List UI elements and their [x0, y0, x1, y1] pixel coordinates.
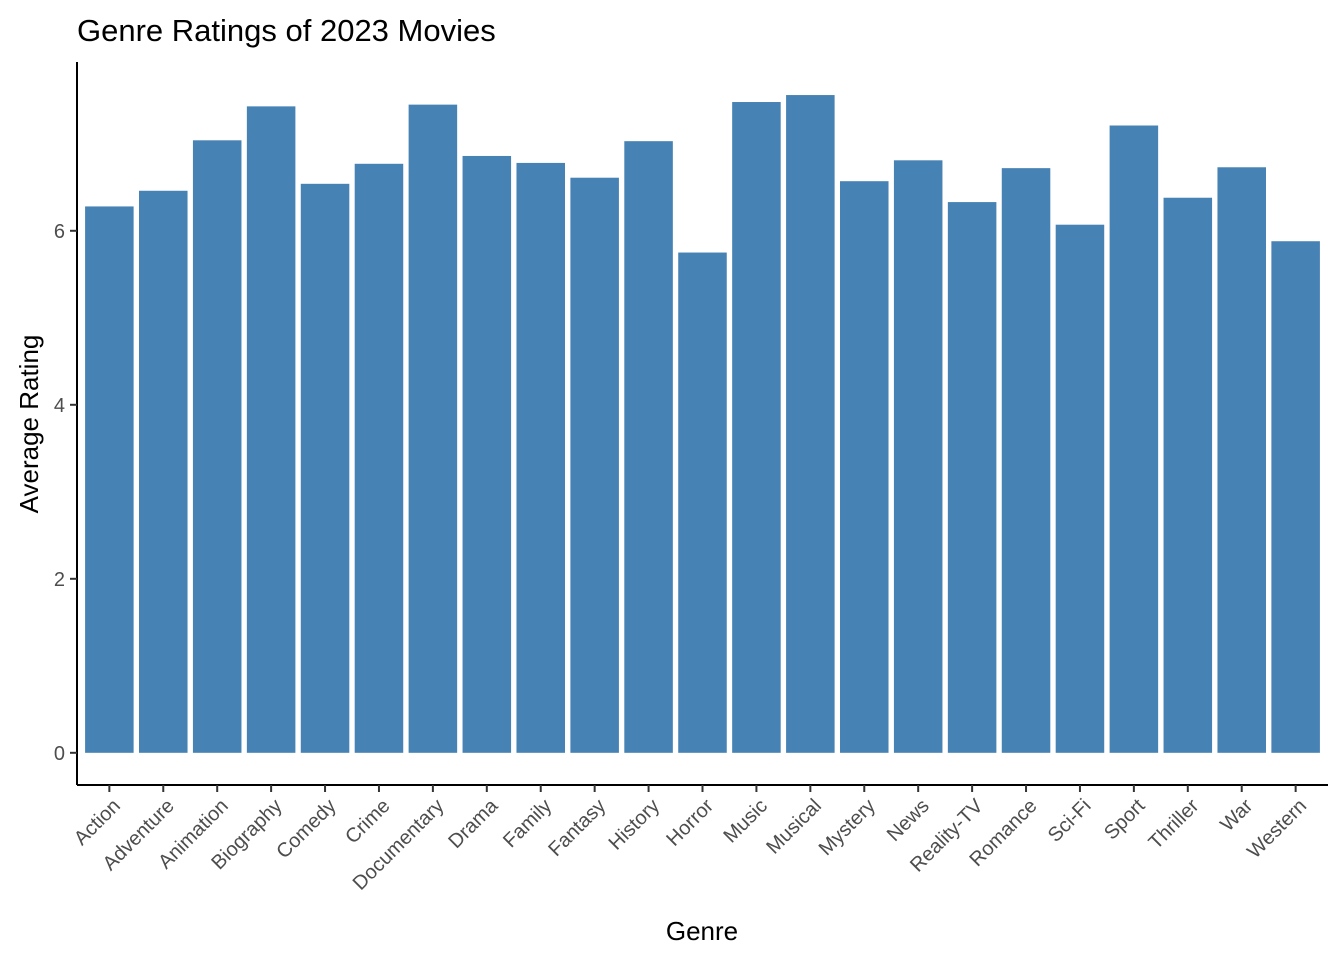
bar-mystery: [840, 181, 889, 753]
x-tick-label: Sport: [1100, 795, 1150, 845]
x-tick-label: Fantasy: [544, 795, 610, 861]
x-tick-label: Mystery: [815, 795, 880, 860]
x-tick-label: News: [883, 795, 934, 846]
y-tick-label: 2: [54, 569, 65, 591]
y-tick-label: 4: [54, 395, 65, 417]
bar-sci-fi: [1055, 224, 1105, 753]
bar-documentary: [408, 104, 458, 753]
bar-horror: [678, 252, 727, 753]
x-tick-label: Horror: [662, 795, 718, 851]
y-tick-label: 6: [54, 221, 65, 243]
y-axis-title: Average Rating: [14, 335, 44, 514]
bar-romance: [1001, 168, 1051, 753]
bar-thriller: [1163, 197, 1213, 753]
x-tick-label: Western: [1243, 795, 1311, 863]
x-tick-label: War: [1216, 795, 1257, 836]
bar-biography: [246, 106, 296, 753]
bar-music: [732, 102, 781, 753]
x-tick-label: Thriller: [1145, 795, 1204, 854]
x-axis-title: Genre: [666, 916, 738, 946]
bar-crime: [354, 163, 404, 753]
x-tick-label: Sci-Fi: [1044, 795, 1096, 847]
bar-adventure: [139, 190, 188, 753]
x-tick-label: History: [605, 795, 665, 855]
bar-action: [85, 206, 134, 753]
bar-fantasy: [570, 177, 619, 753]
y-tick-label: 0: [54, 743, 65, 765]
x-tick-label: Music: [719, 795, 771, 847]
bar-animation: [192, 140, 242, 753]
bar-sport: [1109, 125, 1159, 753]
y-axis: 0 2 4 6: [54, 62, 78, 785]
chart-title: Genre Ratings of 2023 Movies: [77, 13, 496, 48]
bar-comedy: [300, 183, 350, 753]
bar-drama: [462, 155, 512, 753]
bar-war: [1217, 167, 1266, 753]
bar-reality-tv: [947, 202, 997, 753]
bar-history: [624, 141, 673, 753]
x-tick-label: Drama: [444, 794, 503, 853]
bar-western: [1271, 241, 1320, 753]
bar-musical: [786, 95, 835, 753]
bar-family: [516, 162, 565, 753]
bar-news: [893, 160, 943, 753]
x-tick-label: Comedy: [272, 795, 340, 863]
bars-layer: [85, 95, 1320, 753]
x-tick-label: Musical: [762, 795, 825, 858]
